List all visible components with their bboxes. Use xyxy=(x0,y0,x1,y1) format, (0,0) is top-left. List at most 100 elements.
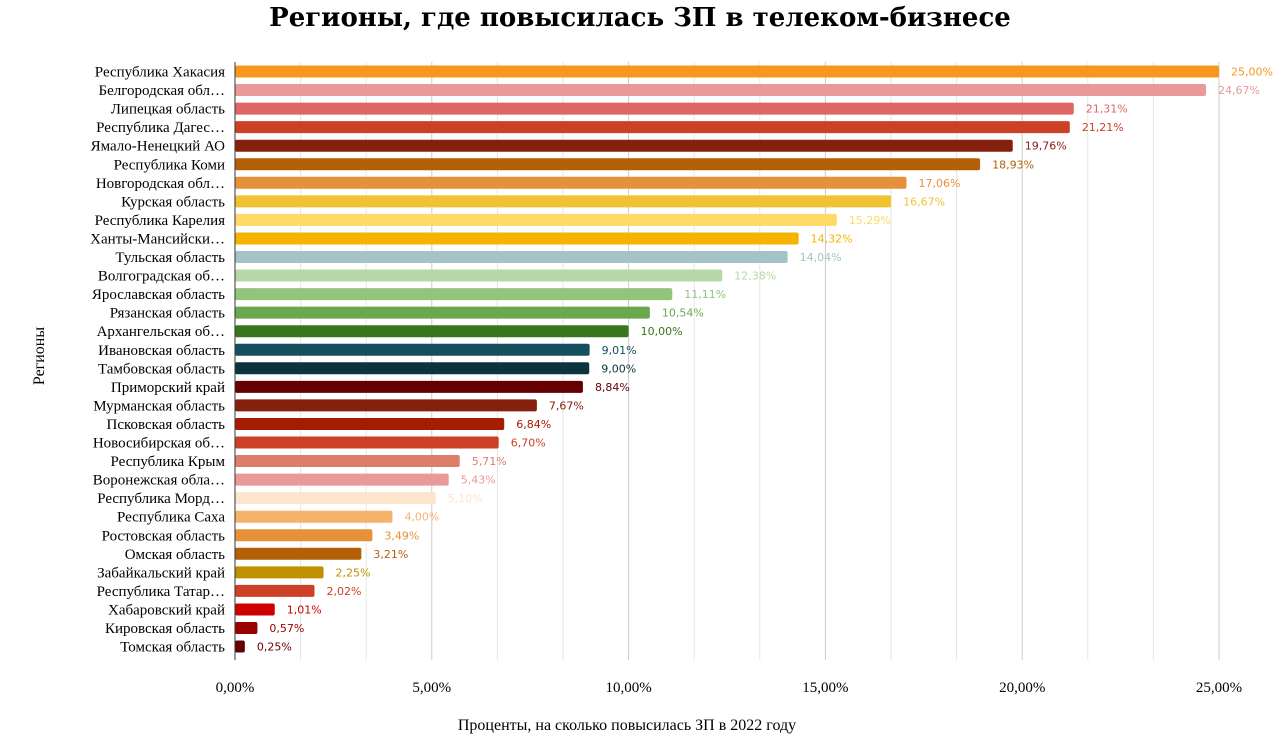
value-label: 16,67% xyxy=(903,195,945,208)
value-label: 2,02% xyxy=(327,585,362,598)
value-label: 11,11% xyxy=(684,288,726,301)
value-label: 0,25% xyxy=(257,641,292,654)
category-label: Томская область xyxy=(120,640,225,656)
category-label: Мурманская область xyxy=(93,398,225,414)
x-tick-label: 15,00% xyxy=(802,680,848,696)
value-label: 21,21% xyxy=(1082,121,1124,134)
category-label: Республика Дагес… xyxy=(96,120,225,136)
bar xyxy=(235,65,1219,78)
category-label: Белгородская обл… xyxy=(98,83,225,99)
bar xyxy=(235,417,505,430)
bar xyxy=(235,566,324,579)
value-label: 21,31% xyxy=(1086,103,1128,116)
category-label: Воронежская обла… xyxy=(93,473,225,489)
category-label: Республика Татар… xyxy=(97,584,225,600)
bar xyxy=(235,473,449,486)
value-label: 3,49% xyxy=(384,529,419,542)
value-label: 14,04% xyxy=(800,251,842,264)
bar xyxy=(235,232,799,245)
bar xyxy=(235,325,629,338)
category-label: Новгородская обл… xyxy=(96,176,225,192)
bar xyxy=(235,436,499,449)
x-tick-label: 20,00% xyxy=(999,680,1045,696)
value-label: 5,71% xyxy=(472,455,507,468)
x-tick-label: 10,00% xyxy=(605,680,651,696)
x-axis-title: Проценты, на сколько повысилась ЗП в 202… xyxy=(458,717,796,734)
x-tick-label: 25,00% xyxy=(1196,680,1242,696)
category-label: Волгоградская об… xyxy=(98,269,225,285)
value-label: 14,32% xyxy=(811,232,853,245)
category-label: Республика Морд… xyxy=(97,491,225,507)
bar xyxy=(235,622,258,634)
category-label: Ханты-Мансийски… xyxy=(90,231,225,247)
bar xyxy=(235,213,837,226)
bar xyxy=(235,529,373,542)
category-labels: Республика Хакасия Белгородская обл… Липец… xyxy=(90,65,225,656)
value-label: 9,00% xyxy=(601,362,636,375)
bar xyxy=(235,455,460,468)
value-label: 12,38% xyxy=(734,270,776,283)
value-label: 0,57% xyxy=(269,622,304,635)
category-label: Новосибирская об… xyxy=(93,436,225,452)
bar xyxy=(235,584,315,597)
category-label: Ростовская область xyxy=(102,528,225,544)
value-label: 18,93% xyxy=(992,158,1034,171)
category-label: Ивановская область xyxy=(98,343,225,359)
bar xyxy=(235,640,245,653)
x-tick-labels: 0,00% 5,00% 10,00% 15,00% 20,00% 25,00% xyxy=(216,680,1243,696)
bar xyxy=(235,176,907,189)
value-label: 25,00% xyxy=(1231,66,1273,79)
category-label: Забайкальский край xyxy=(97,565,225,581)
bar xyxy=(235,380,583,393)
bar xyxy=(235,102,1074,115)
category-label: Тамбовская область xyxy=(98,361,225,377)
bar xyxy=(235,547,362,560)
value-label: 6,84% xyxy=(516,418,551,431)
bar xyxy=(235,492,436,505)
bar xyxy=(235,158,981,171)
category-label: Курская область xyxy=(121,194,225,210)
bar xyxy=(235,306,650,319)
x-tick-label: 0,00% xyxy=(216,680,255,696)
category-label: Кировская область xyxy=(105,621,225,637)
bar xyxy=(235,139,1013,152)
value-label: 6,70% xyxy=(511,437,546,450)
category-label: Липецкая область xyxy=(111,102,225,118)
value-label: 3,21% xyxy=(373,548,408,561)
value-label: 2,25% xyxy=(336,566,371,579)
x-tick-label: 5,00% xyxy=(412,680,451,696)
bar xyxy=(235,399,537,412)
chart-title: Регионы, где повысилась ЗП в телеком-биз… xyxy=(269,3,1011,33)
value-label: 19,76% xyxy=(1025,140,1067,153)
value-label: 7,67% xyxy=(549,399,584,412)
category-label: Ямало-Ненецкий АО xyxy=(91,139,226,155)
bar xyxy=(235,603,275,616)
bar xyxy=(235,251,788,263)
category-label: Приморский край xyxy=(111,380,225,396)
value-label: 17,06% xyxy=(918,177,960,190)
category-label: Ярославская область xyxy=(92,287,225,303)
value-label: 10,54% xyxy=(662,307,704,320)
bars xyxy=(235,65,1219,653)
value-label: 8,84% xyxy=(595,381,630,394)
bar xyxy=(235,195,892,208)
category-label: Республика Карелия xyxy=(95,213,226,229)
bar xyxy=(235,343,590,356)
y-axis-title: Регионы xyxy=(31,327,48,385)
category-label: Республика Саха xyxy=(117,510,225,526)
category-label: Тульская область xyxy=(115,250,225,266)
bar xyxy=(235,269,723,282)
category-label: Хабаровский край xyxy=(108,602,225,618)
value-labels: 25,00% 24,67% 21,31% 21,21% 19,76% 18,93% 17,0… xyxy=(257,66,1273,654)
value-label: 9,01% xyxy=(602,344,637,357)
bar xyxy=(235,362,590,375)
category-label: Архангельская об… xyxy=(97,324,225,340)
category-label: Республика Крым xyxy=(111,454,226,470)
value-label: 10,00% xyxy=(641,325,683,338)
bar xyxy=(235,121,1070,134)
category-label: Республика Хакасия xyxy=(95,65,225,81)
category-label: Республика Коми xyxy=(114,157,225,173)
bar xyxy=(235,510,393,523)
category-label: Омская область xyxy=(125,547,225,563)
